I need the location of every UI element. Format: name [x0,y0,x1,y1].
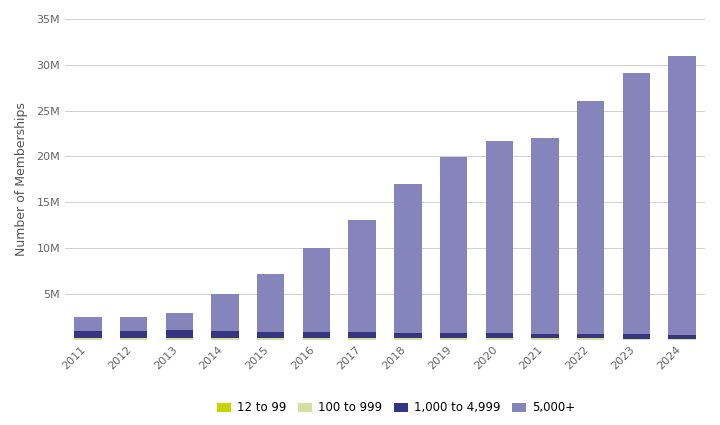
Bar [257,338,284,340]
Bar [623,73,650,334]
Bar [166,330,193,338]
Bar [668,335,696,339]
Bar [394,333,421,338]
Bar [302,332,330,338]
Bar [577,334,604,338]
Bar [440,338,467,340]
Bar [257,274,284,332]
Bar [623,339,650,340]
Bar [440,157,467,333]
Y-axis label: Number of Memberships: Number of Memberships [15,102,28,256]
Bar [531,138,559,334]
Bar [485,338,513,340]
Bar [485,333,513,338]
Bar [74,317,102,331]
Bar [485,141,513,333]
Bar [166,313,193,330]
Bar [577,101,604,334]
Bar [348,332,376,338]
Bar [120,331,147,338]
Bar [302,338,330,340]
Bar [302,248,330,332]
Bar [440,333,467,338]
Bar [531,334,559,338]
Legend: 12 to 99, 100 to 999, 1,000 to 4,999, 5,000+: 12 to 99, 100 to 999, 1,000 to 4,999, 5,… [212,397,580,419]
Bar [531,338,559,340]
Bar [166,338,193,340]
Bar [74,338,102,340]
Bar [668,56,696,335]
Bar [74,331,102,338]
Bar [120,317,147,331]
Bar [211,338,238,340]
Bar [394,338,421,340]
Bar [211,332,238,338]
Bar [348,338,376,340]
Bar [668,339,696,340]
Bar [348,221,376,332]
Bar [211,294,238,332]
Bar [394,184,421,333]
Bar [257,332,284,338]
Bar [623,334,650,339]
Bar [577,338,604,340]
Bar [120,338,147,340]
